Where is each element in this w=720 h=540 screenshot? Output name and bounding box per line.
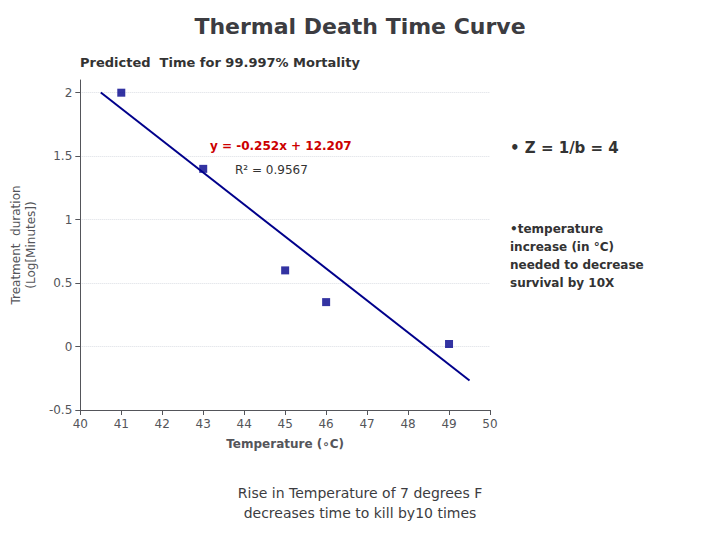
svg-text:(Log[Minutes]): (Log[Minutes]) xyxy=(24,201,38,288)
svg-text:2: 2 xyxy=(65,86,73,100)
svg-text:1: 1 xyxy=(65,213,73,227)
svg-text:45: 45 xyxy=(278,417,293,431)
svg-text:•temperature: •temperature xyxy=(510,222,603,236)
svg-text:needed to decrease: needed to decrease xyxy=(510,258,644,272)
svg-text:43: 43 xyxy=(196,417,211,431)
svg-text:48: 48 xyxy=(400,417,415,431)
svg-text:0.5: 0.5 xyxy=(53,276,72,290)
svg-text:R² = 0.9567: R² = 0.9567 xyxy=(235,163,308,177)
svg-text:Predicted Time for 99.997% Mo: Predicted Time for 99.997% Mortality xyxy=(80,55,360,70)
svg-text:Treatment duration: Treatment duration xyxy=(9,185,23,305)
svg-text:42: 42 xyxy=(155,417,170,431)
svg-text:-0.5: -0.5 xyxy=(49,403,72,417)
svg-text:Thermal Death Time Curve: Thermal Death Time Curve xyxy=(194,14,525,39)
svg-text:Rise in Temperature of 7 degre: Rise in Temperature of 7 degrees F xyxy=(238,485,482,501)
svg-text:Temperature (∘C): Temperature (∘C) xyxy=(226,437,344,451)
svg-text:decreases time to kill by10 ti: decreases time to kill by10 times xyxy=(244,505,477,521)
svg-text:49: 49 xyxy=(441,417,456,431)
svg-text:44: 44 xyxy=(237,417,252,431)
svg-text:41: 41 xyxy=(114,417,129,431)
svg-text:1.5: 1.5 xyxy=(53,149,72,163)
svg-text:50: 50 xyxy=(482,417,497,431)
svg-text:40: 40 xyxy=(73,417,88,431)
svg-text:46: 46 xyxy=(318,417,333,431)
svg-text:47: 47 xyxy=(359,417,374,431)
svg-text:y = -0.252x + 12.207: y = -0.252x + 12.207 xyxy=(210,139,352,153)
svg-text:• Z = 1/b = 4: • Z = 1/b = 4 xyxy=(510,139,619,157)
svg-text:increase (in °C): increase (in °C) xyxy=(510,240,614,254)
svg-text:0: 0 xyxy=(65,340,73,354)
svg-text:survival by 10X: survival by 10X xyxy=(510,276,615,290)
